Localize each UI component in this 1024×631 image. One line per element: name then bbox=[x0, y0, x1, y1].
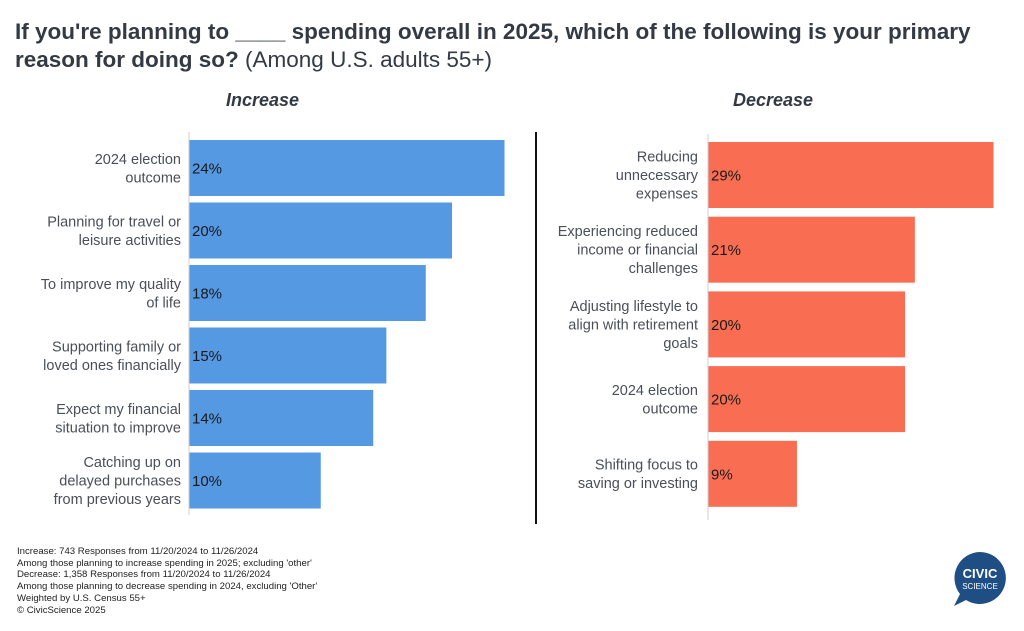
decrease-category-label: Shifting focus to saving or investing bbox=[578, 458, 698, 493]
footnote-line: Among those planning to decrease spendin… bbox=[17, 581, 318, 593]
increase-category-label: Catching up on delayed purchases from prev… bbox=[54, 455, 181, 508]
category-label-line: Reducing bbox=[637, 150, 698, 166]
category-label-line: expenses bbox=[636, 187, 698, 203]
category-label-line: align with retirement bbox=[568, 317, 698, 333]
decrease-bar bbox=[708, 440, 797, 507]
decrease-category-label: Experiencing reduced income or financial c… bbox=[558, 224, 698, 277]
decrease-category-label: Reducing unnecessary expenses bbox=[616, 150, 699, 203]
civicscience-logo: CIVIC SCIENCE bbox=[954, 552, 1006, 606]
category-label-line: To improve my quality bbox=[41, 277, 182, 293]
logo-text-science: SCIENCE bbox=[962, 582, 998, 591]
increase-bar bbox=[189, 452, 321, 509]
decrease-bar bbox=[708, 142, 994, 208]
category-label-line: 2024 election bbox=[612, 383, 698, 399]
increase-bar bbox=[189, 265, 426, 321]
panel-title-increase: Increase bbox=[226, 90, 300, 110]
increase-category-label: Planning for travel or leisure activities bbox=[47, 214, 181, 249]
category-label-line: Expect my financial bbox=[56, 402, 181, 418]
category-label-line: 2024 election bbox=[95, 152, 181, 168]
decrease-value-label: 9% bbox=[711, 466, 733, 483]
category-label-line: Experiencing reduced bbox=[558, 224, 698, 240]
footnote-line: Weighted by U.S. Census 55+ bbox=[17, 592, 146, 604]
decrease-bar bbox=[708, 366, 906, 433]
category-label-line: challenges bbox=[629, 261, 698, 277]
increase-value-label: 15% bbox=[192, 348, 222, 365]
decrease-bar bbox=[708, 216, 915, 283]
chart-title: If you're planning to ____ spending over… bbox=[15, 18, 1005, 74]
increase-category-label: 2024 election outcome bbox=[95, 152, 181, 187]
category-label-line: unnecessary bbox=[616, 168, 699, 184]
category-label-line: income or financial bbox=[577, 243, 698, 259]
category-label-line: saving or investing bbox=[578, 476, 698, 492]
category-label-line: delayed purchases bbox=[59, 474, 181, 490]
logo-text-civic: CIVIC bbox=[963, 566, 998, 581]
decrease-value-label: 20% bbox=[711, 392, 741, 409]
increase-chart: 24% 2024 election outcome 20% Planning for t… bbox=[41, 132, 505, 515]
chart-subtitle: (Among U.S. adults 55+) bbox=[245, 47, 493, 72]
category-label-line: leisure activities bbox=[79, 233, 181, 249]
increase-value-label: 10% bbox=[192, 473, 222, 490]
category-label-line: Planning for travel or bbox=[47, 214, 181, 230]
increase-bar bbox=[189, 140, 505, 196]
increase-category-label: Supporting family or loved ones financial… bbox=[43, 339, 182, 374]
increase-bar bbox=[189, 390, 374, 446]
category-label-line: Adjusting lifestyle to bbox=[570, 299, 698, 315]
decrease-value-label: 29% bbox=[711, 168, 741, 185]
category-label-line: Catching up on bbox=[83, 455, 181, 471]
increase-bar bbox=[189, 327, 387, 384]
decrease-category-label: 2024 election outcome bbox=[612, 383, 698, 418]
category-label-line: goals bbox=[663, 336, 698, 352]
decrease-chart: 29% Reducing unnecessary expenses 21% Experie… bbox=[558, 134, 994, 520]
footnotes: Increase: 743 Responses from 11/20/2024 … bbox=[17, 546, 317, 616]
panel-title-decrease: Decrease bbox=[733, 90, 814, 110]
decrease-category-label: Adjusting lifestyle to align with retirem… bbox=[568, 299, 698, 352]
footnote-line: Among those planning to increase spendin… bbox=[17, 557, 312, 569]
increase-category-label: Expect my financial situation to improve bbox=[55, 402, 181, 437]
decrease-bar bbox=[708, 291, 906, 358]
category-label-line: outcome bbox=[642, 401, 698, 417]
speech-bubble-icon bbox=[954, 552, 1006, 606]
category-label-line: of life bbox=[146, 295, 181, 311]
increase-category-label: To improve my quality of life bbox=[41, 277, 182, 312]
increase-value-label: 18% bbox=[192, 286, 222, 303]
category-label-line: Supporting family or bbox=[52, 339, 181, 355]
increase-value-label: 24% bbox=[192, 161, 222, 178]
category-label-line: situation to improve bbox=[55, 420, 181, 436]
panel-divider bbox=[535, 132, 537, 524]
decrease-value-label: 20% bbox=[711, 317, 741, 334]
footnote-line: © CivicScience 2025 bbox=[17, 604, 106, 616]
category-label-line: Shifting focus to bbox=[595, 458, 698, 474]
category-label-line: loved ones financially bbox=[43, 358, 182, 374]
footnote-line: Decrease: 1,358 Responses from 11/20/202… bbox=[17, 569, 271, 581]
chart-title-main: If you're planning to ____ spending over… bbox=[15, 19, 971, 72]
increase-value-label: 14% bbox=[192, 411, 222, 428]
increase-value-label: 20% bbox=[192, 223, 222, 240]
category-label-line: outcome bbox=[125, 170, 181, 186]
category-label-line: from previous years bbox=[54, 492, 181, 508]
footnote-line: Increase: 743 Responses from 11/20/2024 … bbox=[17, 546, 259, 557]
increase-bar bbox=[189, 202, 452, 259]
decrease-value-label: 21% bbox=[711, 242, 741, 259]
